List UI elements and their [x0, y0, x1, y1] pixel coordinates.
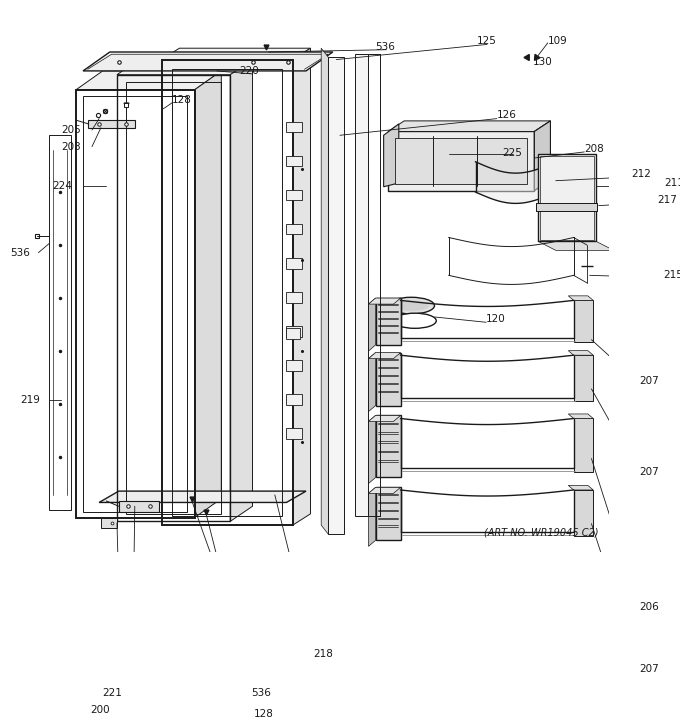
Text: 224: 224 — [52, 181, 71, 191]
Text: 225: 225 — [503, 148, 522, 157]
Text: 220: 220 — [239, 66, 259, 76]
Text: 120: 120 — [486, 314, 506, 324]
Polygon shape — [369, 298, 375, 351]
Text: 536: 536 — [251, 688, 271, 698]
Polygon shape — [568, 414, 593, 418]
Text: 207: 207 — [640, 376, 660, 386]
Polygon shape — [231, 59, 252, 521]
Text: 208: 208 — [584, 144, 604, 154]
Ellipse shape — [394, 300, 429, 311]
Polygon shape — [369, 352, 401, 359]
Text: 536: 536 — [10, 248, 30, 257]
Bar — [126, 82, 221, 514]
Polygon shape — [388, 121, 550, 131]
Text: 221: 221 — [103, 688, 122, 698]
Text: 205: 205 — [61, 125, 80, 135]
Polygon shape — [76, 71, 221, 90]
Polygon shape — [194, 71, 221, 518]
Bar — [574, 418, 593, 472]
Text: 207: 207 — [640, 467, 660, 477]
Polygon shape — [369, 352, 375, 412]
Bar — [286, 394, 301, 405]
Polygon shape — [568, 351, 593, 355]
Polygon shape — [534, 121, 550, 191]
Text: 219: 219 — [20, 395, 41, 405]
Bar — [286, 292, 301, 302]
Bar — [162, 59, 292, 525]
Bar — [536, 204, 597, 211]
Polygon shape — [88, 120, 135, 128]
Text: 200: 200 — [90, 705, 109, 715]
Text: 215: 215 — [663, 270, 680, 281]
Text: 128: 128 — [254, 710, 274, 719]
Bar — [375, 352, 401, 405]
Bar — [286, 190, 301, 200]
Polygon shape — [538, 241, 614, 250]
Text: 125: 125 — [477, 36, 497, 46]
Bar — [286, 326, 301, 336]
Text: 207: 207 — [640, 664, 660, 674]
Polygon shape — [99, 491, 306, 502]
Polygon shape — [83, 52, 333, 71]
Bar — [540, 156, 594, 240]
Bar — [286, 360, 301, 370]
Bar — [395, 138, 527, 184]
Bar — [574, 300, 593, 341]
Bar — [286, 156, 301, 166]
Bar — [286, 328, 300, 339]
Polygon shape — [117, 59, 252, 75]
Polygon shape — [534, 121, 550, 191]
Bar — [574, 355, 593, 402]
Polygon shape — [568, 296, 593, 300]
Bar — [355, 54, 368, 516]
Text: 212: 212 — [632, 169, 651, 179]
Text: 126: 126 — [497, 109, 517, 120]
Bar — [375, 487, 401, 540]
Polygon shape — [369, 415, 375, 484]
Bar — [574, 490, 593, 536]
Text: 218: 218 — [313, 649, 333, 659]
Bar — [388, 131, 534, 191]
Polygon shape — [162, 48, 311, 59]
Bar — [328, 57, 344, 534]
Bar — [117, 75, 231, 521]
Text: 128: 128 — [172, 95, 192, 104]
Polygon shape — [369, 487, 375, 547]
Bar — [538, 154, 596, 241]
Bar — [172, 69, 282, 516]
Bar — [286, 224, 301, 234]
Bar — [119, 501, 159, 513]
Polygon shape — [369, 415, 401, 421]
Text: 536: 536 — [375, 42, 396, 51]
Bar — [536, 204, 597, 211]
Bar — [286, 428, 301, 439]
Polygon shape — [369, 487, 401, 494]
Ellipse shape — [394, 313, 437, 328]
Text: 211: 211 — [664, 178, 680, 188]
Polygon shape — [568, 486, 593, 490]
Polygon shape — [384, 124, 398, 187]
Text: 109: 109 — [548, 36, 568, 46]
Polygon shape — [292, 48, 311, 525]
Text: 130: 130 — [532, 57, 552, 67]
Text: 217: 217 — [658, 194, 677, 204]
Polygon shape — [369, 298, 401, 304]
Polygon shape — [321, 48, 328, 534]
Text: (ART NO. WR19045 C2): (ART NO. WR19045 C2) — [484, 528, 598, 538]
Text: 203: 203 — [61, 141, 80, 152]
Bar — [76, 90, 194, 518]
Bar — [49, 136, 71, 510]
Bar — [286, 258, 301, 268]
Bar — [286, 122, 301, 132]
Bar — [375, 415, 401, 478]
Bar — [83, 96, 188, 512]
Bar — [375, 298, 401, 345]
Polygon shape — [475, 162, 556, 204]
Ellipse shape — [388, 297, 435, 314]
Text: 206: 206 — [640, 602, 660, 612]
Bar — [101, 518, 117, 529]
